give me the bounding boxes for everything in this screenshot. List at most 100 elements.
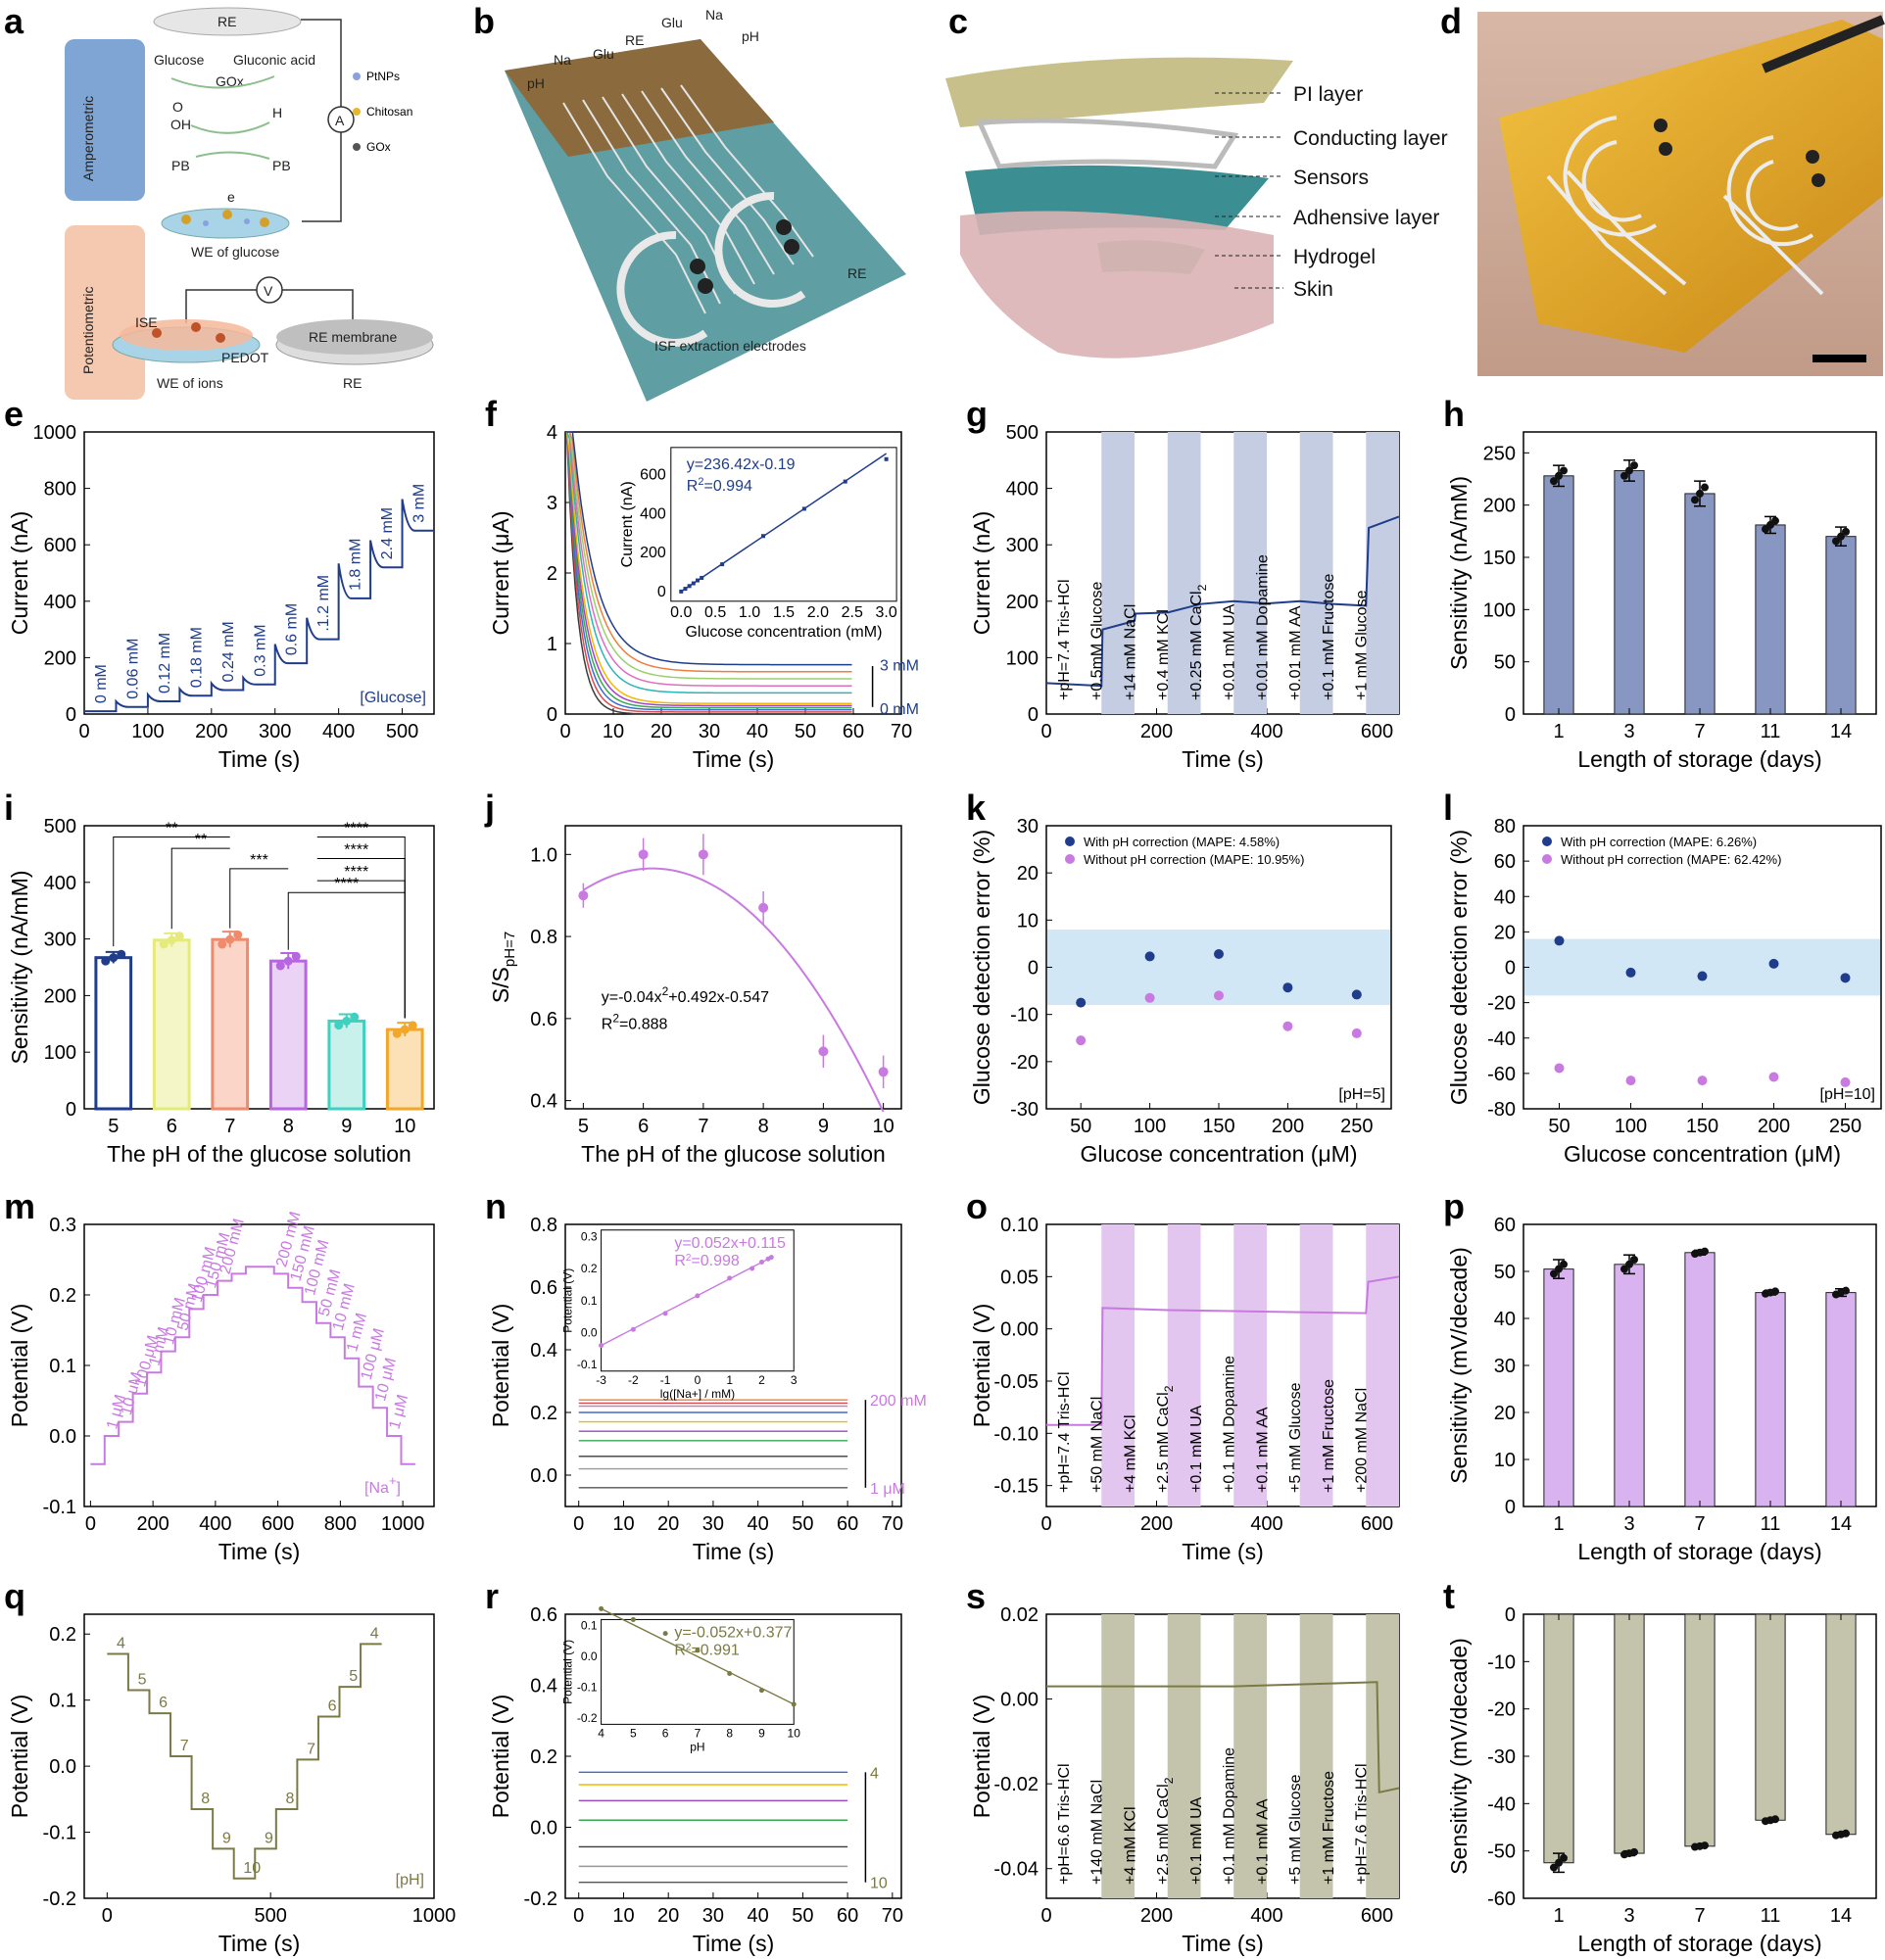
x-tick-label-i: 7: [224, 1116, 235, 1137]
sup: 2: [612, 1011, 619, 1025]
ptnp-dot: [244, 218, 250, 224]
inset-y-tick-n: 0.1: [581, 1294, 598, 1308]
inset-point-f: [687, 584, 692, 589]
replicate-point-i: [275, 961, 285, 971]
inset-point-n: [599, 1343, 604, 1349]
ph-note: [pH]: [396, 1872, 424, 1888]
inset-x-tick-n: -3: [596, 1373, 606, 1387]
data-point-l: [1554, 935, 1565, 946]
y-tick-label-l: -80: [1487, 1099, 1516, 1121]
y-tick-label-l: -40: [1487, 1028, 1516, 1050]
inset-x-label-n: lg([Na+] / mM): [660, 1387, 735, 1401]
interferent-label-g: +0.1 mM Fructose: [1321, 574, 1337, 700]
y-tick-label-o: -0.10: [993, 1423, 1039, 1445]
replicate-point-t: [1630, 1847, 1638, 1856]
inset-y-tick-r: -0.2: [577, 1711, 598, 1725]
x-tick-label-j: 8: [758, 1116, 769, 1137]
inset-point-r: [599, 1605, 604, 1611]
electrode-dot: [776, 219, 792, 235]
y-axis-label-l: Glucose detection error (%): [1446, 830, 1472, 1105]
significance-label-i: ****: [334, 876, 359, 892]
inset-r2-n: R2=0.998: [674, 1253, 740, 1269]
x-tick-label-t: 1: [1553, 1905, 1564, 1927]
bottom-label-f: 0 mM: [880, 701, 919, 718]
step-label-e: 0.18 mM: [188, 627, 205, 688]
x-axis-label-h: Length of storage (days): [1577, 746, 1821, 772]
y-tick-label-g: 0: [1028, 704, 1039, 726]
replicate-point-p: [1560, 1260, 1568, 1268]
sup: 2: [686, 1642, 692, 1652]
legend-label-k: With pH correction (MAPE: 4.58%): [1084, 835, 1280, 849]
x-tick-label-g: 0: [1040, 721, 1051, 742]
replicate-point-t: [1842, 1829, 1850, 1838]
y-tick-label-g: 100: [1006, 647, 1039, 669]
x-tick-label-e: 200: [195, 721, 227, 742]
bar-i: [211, 937, 250, 1111]
current-decay-trace-f: [565, 431, 852, 707]
step-label-q: 10: [243, 1860, 261, 1877]
photo-electrode-dot: [1654, 119, 1668, 132]
glucose-note: [Glucose]: [360, 690, 426, 706]
sub: 2: [1162, 1385, 1176, 1392]
x-tick-label-i: 6: [167, 1116, 177, 1137]
y-tick-label-m: 0.2: [49, 1285, 76, 1307]
x-tick-label-n: 0: [573, 1513, 584, 1535]
replicate-point-i: [233, 930, 243, 939]
y-tick-label-t: -10: [1487, 1651, 1516, 1673]
replicate-point-p: [1620, 1265, 1628, 1273]
interferent-band-o: [1101, 1224, 1135, 1506]
y-axis-label-j: S/SpH=7: [488, 932, 518, 1003]
y-tick-label-l: 20: [1494, 922, 1516, 943]
interferent-band-o: [1366, 1224, 1399, 1506]
x-tick-label-e: 0: [78, 721, 89, 742]
interferent-label-o: +2.5 mM CaCl2: [1155, 1385, 1176, 1493]
replicate-point-h: [1842, 527, 1850, 536]
x-tick-label-l: 200: [1758, 1116, 1790, 1137]
interferent-label-o: +1 mM Fructose: [1321, 1379, 1337, 1493]
re-membrane-top: [276, 319, 433, 355]
interferent-label-o: +4 mM KCl: [1122, 1414, 1138, 1493]
x-tick-label-m: 400: [199, 1513, 231, 1535]
inset-fit-line-n: [601, 1256, 772, 1347]
gox-label: GOx: [216, 73, 244, 89]
ion-dot: [191, 322, 201, 332]
panel-b-device: b pH Na Glu RE Glu Na pH RE ISF extracti…: [473, 1, 906, 402]
y-axis-label-f: Current (μA): [488, 511, 513, 636]
interferent-label-g: +0.25 mM CaCl2: [1188, 584, 1209, 700]
interferent-label-s: +1 mM Fructose: [1321, 1771, 1337, 1885]
x-tick-label-k: 50: [1070, 1116, 1091, 1137]
replicate-point-h: [1620, 471, 1628, 480]
step-label-q: 7: [180, 1738, 189, 1754]
interferent-label-s: +pH=6.6 Tris-HCl: [1056, 1763, 1073, 1885]
panel-label-k: k: [966, 788, 987, 828]
amperometric-band: [65, 39, 145, 201]
inset-point-n: [727, 1275, 733, 1281]
y-tick-label-o: 0.00: [1000, 1319, 1039, 1341]
y-tick-label-t: -20: [1487, 1699, 1516, 1721]
y-tick-label-h: 50: [1494, 652, 1516, 674]
x-axis-label-m: Time (s): [218, 1539, 300, 1564]
x-axis-label-t: Length of storage (days): [1577, 1931, 1821, 1956]
step-label-e: 0.3 mM: [252, 624, 268, 676]
y-tick-label-l: 60: [1494, 851, 1516, 873]
amperometric-label: Amperometric: [80, 96, 96, 181]
photo-electrode-dot: [1812, 173, 1825, 187]
sup: 2: [686, 1253, 692, 1264]
panel-label-a: a: [4, 1, 24, 41]
x-tick-label-r: 60: [837, 1905, 858, 1927]
interferent-label-g: +0.01 mM UA: [1222, 603, 1238, 700]
x-tick-label-f: 0: [559, 721, 570, 742]
panel-label-e: e: [4, 394, 24, 434]
x-tick-label-m: 0: [85, 1513, 96, 1535]
photo-device-film: [1499, 20, 1883, 353]
y-tick-label-o: 0.10: [1000, 1215, 1039, 1236]
we-glucose-disc: [161, 208, 290, 239]
interferent-label-o: +0.1 mM UA: [1188, 1405, 1205, 1493]
legend-marker-l: [1542, 854, 1552, 864]
inset-point-f: [843, 479, 847, 484]
y-axis-label-sub-j: pH=7: [502, 932, 518, 967]
x-tick-label-s: 400: [1250, 1905, 1282, 1927]
top-label-r: 4: [870, 1765, 879, 1782]
y-tick-label-p: 40: [1494, 1309, 1516, 1330]
legend-label-k: Without pH correction (MAPE: 10.95%): [1084, 852, 1304, 867]
